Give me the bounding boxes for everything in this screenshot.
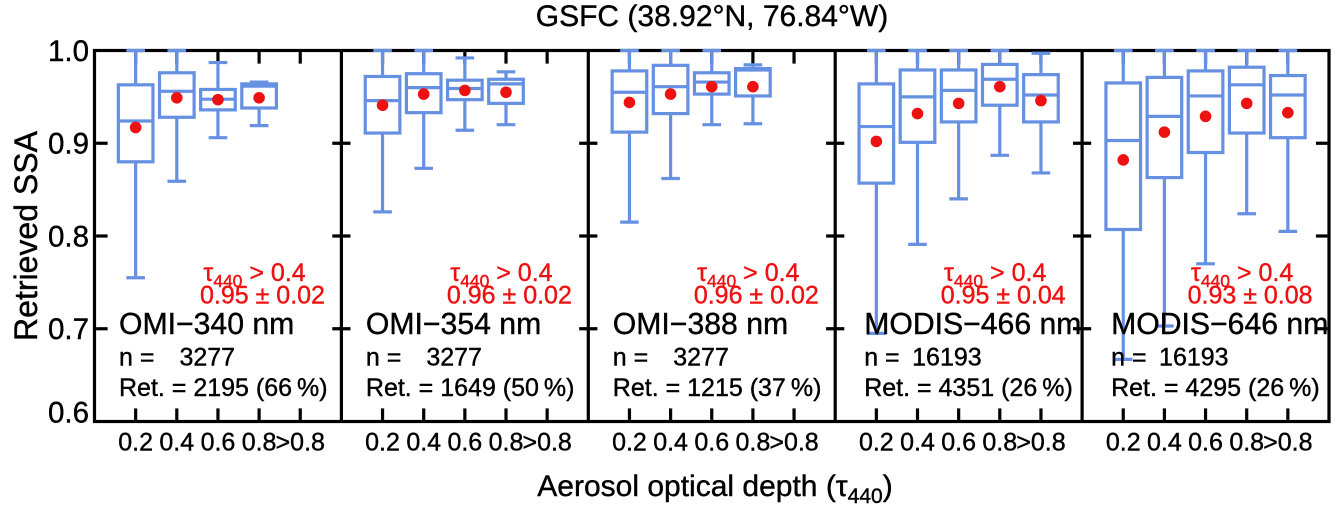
svg-text:0.4: 0.4	[1147, 429, 1182, 457]
svg-text:MODIS−646 nm: MODIS−646 nm	[1111, 308, 1328, 341]
svg-text:0.8: 0.8	[1229, 429, 1264, 457]
svg-text:OMI−354 nm: OMI−354 nm	[366, 308, 541, 341]
svg-text:0.2: 0.2	[612, 429, 647, 457]
svg-text:0.6: 0.6	[48, 397, 89, 430]
svg-text:0.9: 0.9	[48, 128, 89, 161]
svg-text:0.8: 0.8	[489, 429, 524, 457]
svg-text:0.8: 0.8	[736, 429, 771, 457]
svg-text:0.4: 0.4	[406, 429, 441, 457]
svg-text:0.6: 0.6	[694, 429, 729, 457]
svg-text:0.2: 0.2	[118, 429, 153, 457]
svg-text:0.95 ± 0.02: 0.95 ± 0.02	[200, 282, 325, 310]
svg-text:0.6: 0.6	[941, 429, 976, 457]
svg-text:>0.8: >0.8	[769, 429, 818, 457]
svg-text:0.2: 0.2	[1106, 429, 1141, 457]
svg-text:MODIS−466 nm: MODIS−466 nm	[864, 308, 1081, 341]
svg-text:0.2: 0.2	[859, 429, 894, 457]
svg-text:n = 3277: n = 3277	[613, 344, 729, 372]
svg-text:Ret. = 1215 (37 %): Ret. = 1215 (37 %)	[613, 374, 822, 402]
svg-text:1.0: 1.0	[48, 35, 89, 68]
svg-text:τ440 > 0.4: τ440 > 0.4	[1191, 259, 1293, 291]
svg-text:OMI−340 nm: OMI−340 nm	[119, 308, 294, 341]
svg-text:Ret. = 4295 (26 %): Ret. = 4295 (26 %)	[1111, 374, 1320, 402]
svg-text:n = 3277: n = 3277	[119, 344, 235, 372]
svg-text:0.8: 0.8	[242, 429, 277, 457]
svg-text:0.4: 0.4	[653, 429, 688, 457]
svg-text:0.4: 0.4	[900, 429, 935, 457]
svg-text:0.8: 0.8	[982, 429, 1017, 457]
svg-text:0.6: 0.6	[201, 429, 236, 457]
svg-text:>0.8: >0.8	[276, 429, 325, 457]
svg-text:0.4: 0.4	[159, 429, 194, 457]
svg-text:Ret. = 4351 (26 %): Ret. = 4351 (26 %)	[864, 374, 1073, 402]
svg-text:τ440 > 0.4: τ440 > 0.4	[944, 259, 1046, 291]
svg-text:0.6: 0.6	[447, 429, 482, 457]
svg-text:n = 16193: n = 16193	[864, 344, 981, 372]
svg-text:Retrieved SSA: Retrieved SSA	[8, 130, 44, 341]
svg-text:OMI−388 nm: OMI−388 nm	[613, 308, 788, 341]
svg-text:0.2: 0.2	[365, 429, 400, 457]
svg-text:Ret. = 2195 (66 %): Ret. = 2195 (66 %)	[119, 374, 328, 402]
svg-text:n = 3277: n = 3277	[366, 344, 482, 372]
svg-text:0.6: 0.6	[1188, 429, 1223, 457]
svg-text:0.96 ± 0.02: 0.96 ± 0.02	[447, 282, 572, 310]
svg-text:0.8: 0.8	[48, 220, 89, 253]
svg-text:GSFC (38.92°N, 76.84°W): GSFC (38.92°N, 76.84°W)	[536, 0, 888, 33]
svg-text:>0.8: >0.8	[522, 429, 571, 457]
svg-text:>0.8: >0.8	[1263, 429, 1312, 457]
svg-text:0.96 ± 0.02: 0.96 ± 0.02	[694, 282, 819, 310]
svg-text:0.95 ± 0.04: 0.95 ± 0.04	[941, 282, 1066, 310]
svg-text:0.7: 0.7	[48, 313, 89, 346]
svg-text:Aerosol optical depth (τ440): Aerosol optical depth (τ440)	[537, 470, 892, 508]
svg-text:τ440 > 0.4: τ440 > 0.4	[450, 259, 552, 291]
svg-text:Ret. = 1649 (50 %): Ret. = 1649 (50 %)	[366, 374, 575, 402]
svg-text:0.93 ± 0.08: 0.93 ± 0.08	[1188, 282, 1313, 310]
svg-text:n = 16193: n = 16193	[1111, 344, 1228, 372]
svg-text:>0.8: >0.8	[1016, 429, 1065, 457]
